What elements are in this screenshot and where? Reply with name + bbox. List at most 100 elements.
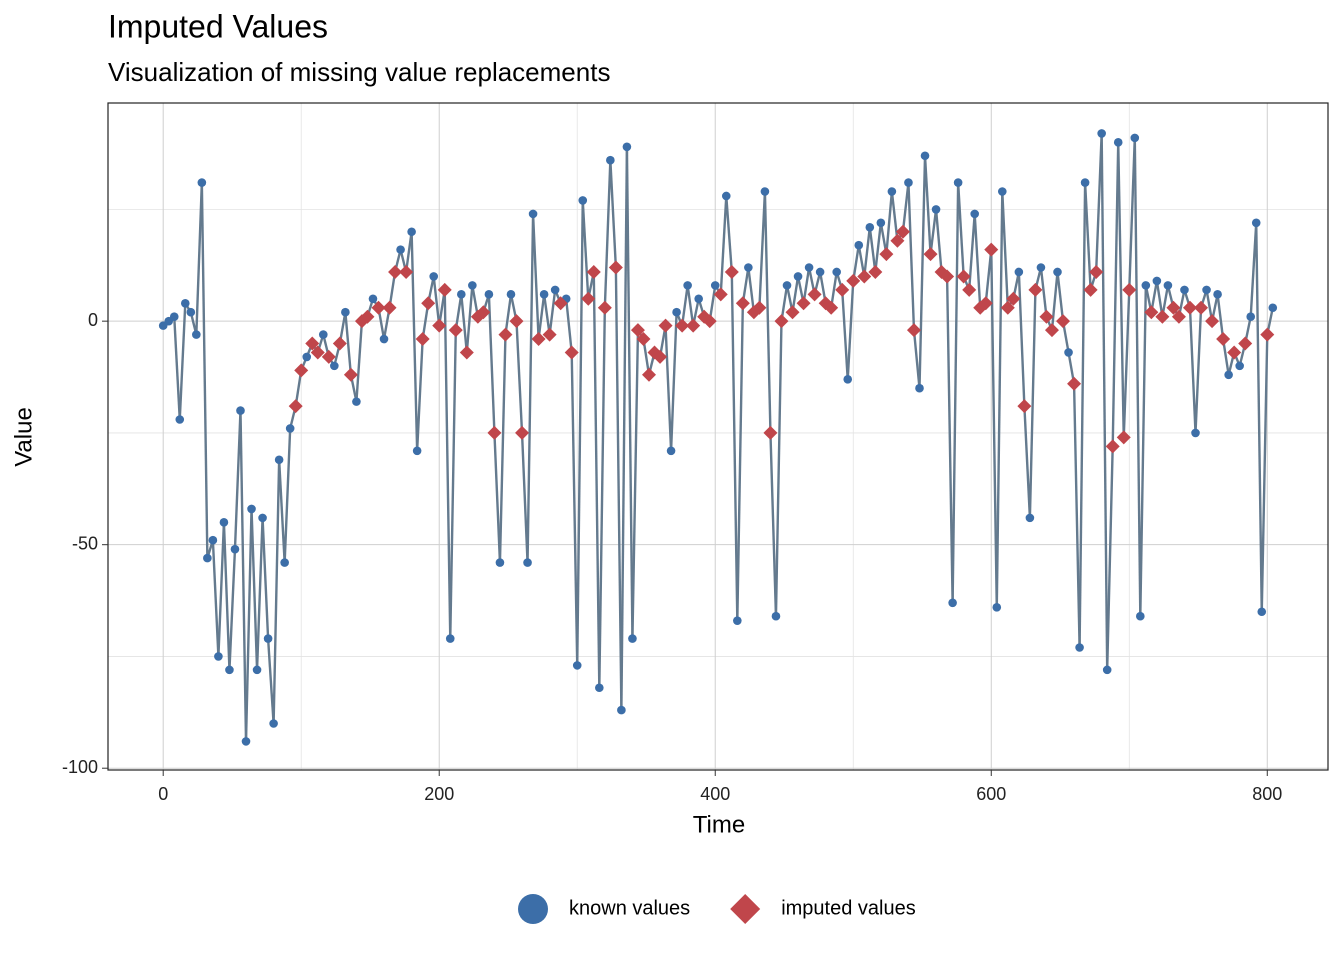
known-point <box>368 294 378 304</box>
imputed-point <box>1227 345 1242 360</box>
imputed-point <box>515 425 530 440</box>
known-point <box>1251 218 1261 228</box>
known-point <box>175 415 185 424</box>
imputed-point <box>785 305 800 320</box>
imputed-point <box>1028 282 1043 297</box>
line-segment <box>1133 137 1142 617</box>
known-point <box>274 455 284 465</box>
line-segment <box>841 289 849 380</box>
line-segment <box>1028 289 1037 518</box>
line-segment <box>515 321 524 433</box>
known-point <box>445 634 455 643</box>
known-point <box>1180 285 1189 295</box>
line-segment <box>1260 334 1269 612</box>
known-point <box>721 191 731 201</box>
line-segment <box>537 294 546 340</box>
imputed-point <box>774 314 789 329</box>
known-point <box>1163 281 1173 290</box>
known-point <box>379 334 389 344</box>
known-point <box>407 227 416 237</box>
line-segment <box>592 271 601 688</box>
line-segment <box>443 289 452 639</box>
imputed-point <box>1171 309 1186 324</box>
imputed-point <box>675 318 690 333</box>
known-point <box>528 209 538 219</box>
line-segment <box>504 294 513 335</box>
imputed-point <box>1083 282 1098 297</box>
known-point <box>302 352 312 362</box>
imputed-point <box>476 305 491 320</box>
known-point <box>1136 611 1145 621</box>
known-point <box>285 424 295 433</box>
known-point <box>887 187 897 196</box>
imputed-point <box>459 345 474 360</box>
imputed-point <box>1105 439 1120 454</box>
known-point <box>1064 348 1073 357</box>
line-segment <box>725 195 733 273</box>
known-point <box>1246 312 1256 321</box>
imputed-point <box>1006 291 1021 306</box>
line-segment <box>747 267 756 313</box>
line-segment <box>1017 271 1026 407</box>
known-point <box>318 330 328 339</box>
imputed-point <box>421 296 436 311</box>
line-segment <box>548 289 557 335</box>
imputed-point <box>906 323 921 338</box>
line-segment <box>460 294 469 353</box>
line-segment <box>686 285 695 326</box>
known-point <box>782 281 792 290</box>
line-segment <box>774 321 783 617</box>
known-point <box>760 187 770 196</box>
known-point <box>186 307 196 317</box>
known-point <box>1036 263 1046 272</box>
line-segment <box>846 280 855 380</box>
known-point <box>280 558 289 567</box>
imputed-point <box>399 264 414 279</box>
line-segment <box>266 638 275 724</box>
imputed-point <box>1039 309 1054 324</box>
line-segment <box>498 334 507 563</box>
known-point <box>744 263 753 272</box>
known-point <box>330 361 339 371</box>
known-point <box>694 294 703 304</box>
known-point <box>572 661 582 670</box>
line-segment <box>934 209 943 273</box>
imputed-point <box>658 318 673 333</box>
imputed-point <box>1194 300 1209 315</box>
line-segment <box>244 508 253 742</box>
y-tick-label: -50 <box>72 533 98 553</box>
known-point <box>666 446 676 456</box>
known-point <box>341 307 350 317</box>
chart-title: Imputed Values <box>108 8 328 44</box>
imputed-point <box>564 345 579 360</box>
imputed-point <box>1155 309 1170 324</box>
imputed-point <box>857 269 872 284</box>
known-point <box>1053 267 1062 277</box>
imputed-point <box>940 269 955 284</box>
imputed-point <box>962 282 977 297</box>
legend-label: known values <box>569 897 690 919</box>
line-segment <box>272 459 281 724</box>
x-axis-label: Time <box>693 811 745 838</box>
imputed-point <box>956 269 971 284</box>
known-point <box>948 598 957 608</box>
known-point <box>236 406 245 415</box>
plot-border <box>107 102 1329 771</box>
imputed-point <box>360 309 375 324</box>
imputed-point <box>371 300 386 315</box>
line-segment <box>614 267 623 711</box>
known-point <box>970 209 979 219</box>
imputed-point <box>895 224 910 239</box>
known-point <box>1102 665 1112 675</box>
known-point <box>1141 281 1151 290</box>
known-point <box>550 285 560 295</box>
known-point <box>710 281 720 290</box>
line-segment <box>664 325 673 451</box>
line-segment <box>945 276 954 603</box>
imputed-point <box>487 425 502 440</box>
known-point <box>793 272 803 281</box>
line-segment <box>669 312 678 451</box>
known-point <box>931 205 941 214</box>
line-segment <box>929 209 938 255</box>
line-segment <box>990 249 998 608</box>
